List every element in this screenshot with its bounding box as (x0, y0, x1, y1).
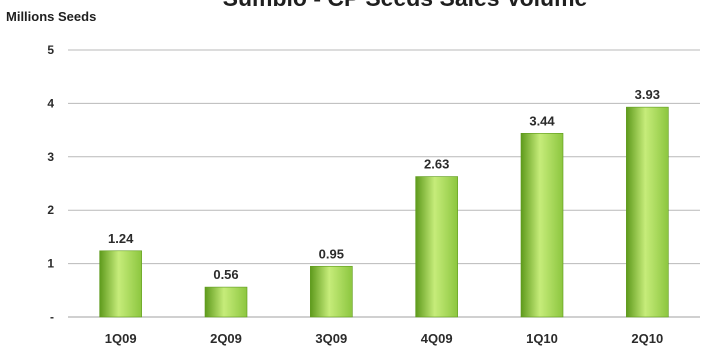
x-category-label: 2Q10 (631, 331, 663, 346)
y-tick-label: - (50, 310, 54, 324)
data-label: 3.93 (635, 87, 660, 102)
gridlines (68, 49, 700, 265)
y-tick-label: 5 (47, 43, 54, 57)
chart-title: Sumbio - CP Seeds Sales Volume (223, 0, 588, 11)
x-category-label: 1Q09 (105, 331, 137, 346)
y-tick-label: 2 (47, 203, 54, 217)
data-labels: 1.24 0.56 0.95 2.63 3.44 3.93 (108, 87, 660, 282)
x-category-label: 2Q09 (210, 331, 242, 346)
y-tick-label: 4 (47, 96, 54, 110)
bar-3Q09 (310, 265, 353, 318)
y-axis-ticks: - 1 2 3 4 5 (47, 43, 54, 324)
y-tick-label: 1 (47, 257, 54, 271)
bar-2Q10 (626, 106, 669, 318)
y-tick-label: 3 (47, 150, 54, 164)
x-category-label: 4Q09 (421, 331, 453, 346)
data-label: 0.56 (213, 267, 238, 282)
bar-2Q09 (204, 286, 248, 318)
data-label: 1.24 (108, 231, 134, 246)
y-axis-label: Millions Seeds (6, 9, 96, 24)
x-axis-categories: 1Q09 2Q09 3Q09 4Q09 1Q10 2Q10 (105, 331, 663, 346)
bar-4Q09 (415, 176, 458, 318)
bar-series (99, 106, 669, 318)
x-category-label: 3Q09 (315, 331, 347, 346)
bar-1Q09 (99, 250, 142, 318)
data-label: 2.63 (424, 157, 449, 172)
data-label: 3.44 (529, 113, 555, 128)
bar-1Q10 (520, 133, 564, 318)
data-label: 0.95 (319, 246, 344, 261)
x-category-label: 1Q10 (526, 331, 558, 346)
